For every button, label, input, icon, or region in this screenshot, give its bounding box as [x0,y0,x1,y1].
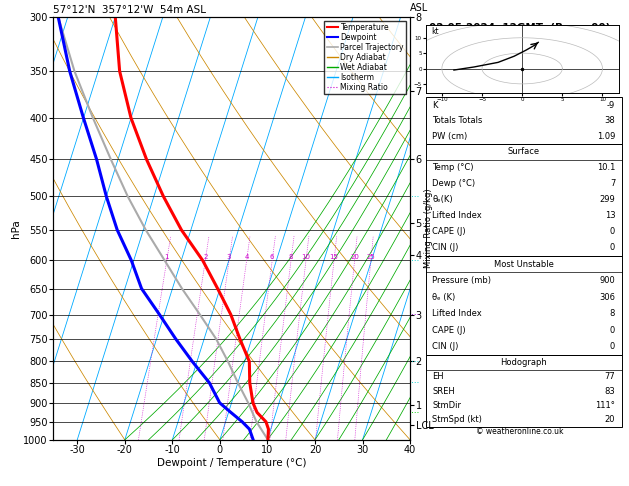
Text: 0: 0 [610,227,615,236]
Text: ⋯: ⋯ [411,408,420,417]
Text: 2: 2 [203,255,208,260]
Text: 10.1: 10.1 [597,163,615,173]
Text: kt: kt [431,28,439,36]
Legend: Temperature, Dewpoint, Parcel Trajectory, Dry Adiabat, Wet Adiabat, Isotherm, Mi: Temperature, Dewpoint, Parcel Trajectory… [325,21,406,94]
Bar [426,256,621,355]
Text: 8: 8 [289,255,293,260]
Text: Pressure (mb): Pressure (mb) [432,276,491,285]
Text: Lifted Index: Lifted Index [432,310,482,318]
X-axis label: Dewpoint / Temperature (°C): Dewpoint / Temperature (°C) [157,458,306,468]
Text: Totals Totals: Totals Totals [432,116,483,125]
Text: 3: 3 [227,255,231,260]
Text: StmDir: StmDir [432,401,462,410]
Text: 20: 20 [350,255,359,260]
Text: 15: 15 [330,255,338,260]
Text: StmSpd (kt): StmSpd (kt) [432,416,482,424]
Text: CAPE (J): CAPE (J) [432,326,466,335]
Text: θₑ (K): θₑ (K) [432,293,455,302]
Text: 0: 0 [610,326,615,335]
Text: 1: 1 [165,255,169,260]
Text: SREH: SREH [432,387,455,396]
Text: Hodograph: Hodograph [501,358,547,367]
Text: CIN (J): CIN (J) [432,243,459,252]
Text: ⋯: ⋯ [411,310,420,319]
Text: Most Unstable: Most Unstable [494,260,554,269]
Text: © weatheronline.co.uk: © weatheronline.co.uk [476,428,564,436]
Text: Temp (°C): Temp (°C) [432,163,474,173]
Text: 111°: 111° [596,401,615,410]
Text: PW (cm): PW (cm) [432,132,467,140]
Text: 10: 10 [301,255,311,260]
Text: Lifted Index: Lifted Index [432,211,482,220]
Text: 38: 38 [604,116,615,125]
Text: CIN (J): CIN (J) [432,343,459,351]
Text: 20: 20 [604,416,615,424]
Bar [426,97,621,144]
Text: 7: 7 [610,179,615,189]
Text: 8: 8 [610,310,615,318]
Text: ⋯: ⋯ [411,357,420,366]
Text: 83: 83 [604,387,615,396]
Text: 4: 4 [245,255,249,260]
Text: Surface: Surface [508,147,540,156]
Text: 1.09: 1.09 [597,132,615,140]
Text: Mixing Ratio (g/kg): Mixing Ratio (g/kg) [424,189,433,268]
Text: 13: 13 [604,211,615,220]
Text: ⋯: ⋯ [411,378,420,387]
Text: -9: -9 [607,101,615,110]
Text: 0: 0 [610,343,615,351]
Text: CAPE (J): CAPE (J) [432,227,466,236]
Text: 306: 306 [599,293,615,302]
Text: 02.05.2024  12GMT  (Base: 00): 02.05.2024 12GMT (Base: 00) [429,23,610,34]
Y-axis label: hPa: hPa [11,219,21,238]
Text: km
ASL: km ASL [410,0,428,13]
Text: θₑ(K): θₑ(K) [432,195,453,205]
Bar [426,144,621,256]
Text: EH: EH [432,372,444,382]
Text: 0: 0 [610,243,615,252]
Text: ⋯: ⋯ [411,256,420,265]
Text: 6: 6 [270,255,274,260]
Bar [426,355,621,427]
Text: 299: 299 [599,195,615,205]
Text: Dewp (°C): Dewp (°C) [432,179,476,189]
Text: 57°12'N  357°12'W  54m ASL: 57°12'N 357°12'W 54m ASL [53,5,206,15]
Text: 77: 77 [604,372,615,382]
Text: ⋯: ⋯ [411,192,420,201]
Text: 900: 900 [599,276,615,285]
Text: K: K [432,101,438,110]
Text: 25: 25 [367,255,376,260]
